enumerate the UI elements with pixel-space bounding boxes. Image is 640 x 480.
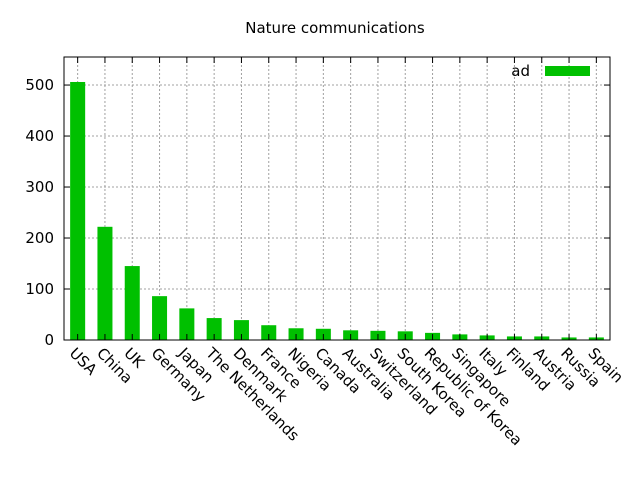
legend: ad bbox=[511, 62, 590, 80]
y-tick-label: 500 bbox=[25, 76, 54, 94]
bars bbox=[70, 81, 604, 340]
bar-japan bbox=[179, 308, 195, 340]
y-tick-label: 200 bbox=[25, 229, 54, 247]
y-tick-label: 100 bbox=[25, 280, 54, 298]
bar-usa bbox=[70, 81, 86, 340]
bar-france bbox=[261, 325, 277, 340]
bar-the-netherlands bbox=[206, 318, 222, 340]
plot-frame bbox=[63, 56, 611, 341]
bar-germany bbox=[152, 296, 168, 340]
legend-label-ad: ad bbox=[511, 62, 530, 80]
bar-denmark bbox=[233, 320, 249, 340]
y-tick-label: 300 bbox=[25, 178, 54, 196]
chart-title: Nature communications bbox=[245, 19, 425, 37]
x-tick-label: USA bbox=[66, 344, 101, 379]
legend-swatch-ad bbox=[545, 66, 590, 76]
y-tick-label: 0 bbox=[44, 331, 54, 349]
y-tick-label: 400 bbox=[25, 127, 54, 145]
y-axis-ticks: 0 100 200 300 400 500 bbox=[25, 76, 610, 349]
grid-lines bbox=[64, 57, 610, 340]
bar-uk bbox=[124, 266, 140, 340]
bar-china bbox=[97, 226, 113, 340]
